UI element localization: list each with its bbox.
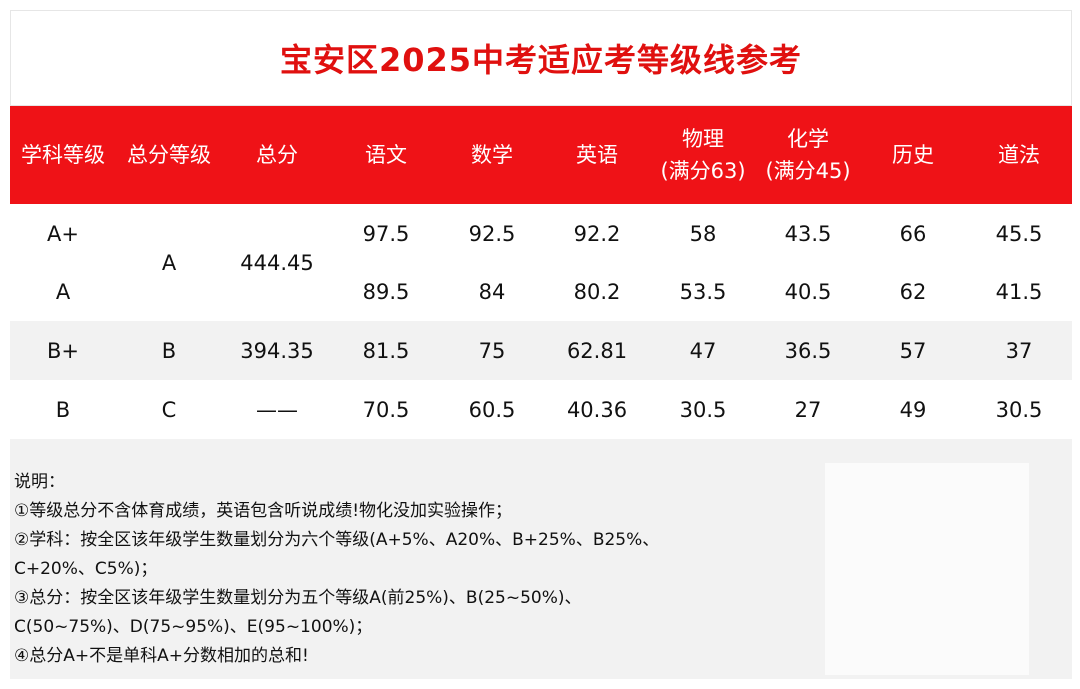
header-english: 英语 bbox=[576, 143, 618, 167]
note-line: ③总分：按全区该年级学生数量划分为五个等级A(前25%)、B(25~50%)、 bbox=[14, 588, 582, 608]
header-physics: 物理 (满分63) bbox=[660, 127, 746, 183]
table-header: 学科等级 总分等级 总分 语文 数学 英语 物理 (满分63) 化学 (满分45) … bbox=[10, 106, 1072, 204]
notes-heading: 说明： bbox=[14, 472, 65, 492]
cell-history: 66 bbox=[899, 221, 927, 246]
cell-history: 49 bbox=[899, 397, 927, 422]
header-chinese: 语文 bbox=[365, 143, 407, 167]
cell-total-level: A bbox=[161, 250, 177, 275]
table-row: B C —— 70.5 60.5 40.36 30.5 27 49 30.5 bbox=[10, 380, 1072, 439]
cell-math: 60.5 bbox=[468, 397, 516, 422]
cell-math: 92.5 bbox=[468, 221, 516, 246]
cell-subject-level: B bbox=[55, 397, 71, 422]
cell-total-level: B bbox=[161, 338, 177, 363]
cell-law: 37 bbox=[1005, 338, 1033, 363]
cell-chemistry: 43.5 bbox=[784, 221, 832, 246]
blurred-image-area bbox=[825, 463, 1029, 675]
cell-physics: 30.5 bbox=[679, 397, 727, 422]
header-law: 道法 bbox=[998, 143, 1040, 167]
cell-chemistry: 27 bbox=[794, 397, 822, 422]
cell-total: 394.35 bbox=[240, 338, 314, 363]
cell-law: 45.5 bbox=[995, 221, 1043, 246]
cell-english: 92.2 bbox=[573, 221, 621, 246]
cell-law: 30.5 bbox=[995, 397, 1043, 422]
cell-history: 62 bbox=[899, 279, 927, 304]
header-chemistry: 化学 (满分45) bbox=[765, 127, 851, 183]
cell-chinese: 70.5 bbox=[362, 397, 410, 422]
header-subject-level: 学科等级 bbox=[21, 143, 105, 167]
note-line: ②学科：按全区该年级学生数量划分为六个等级(A+5%、A20%、B+25%、B2… bbox=[14, 530, 660, 550]
header-total: 总分 bbox=[256, 143, 298, 167]
cell-chemistry: 36.5 bbox=[784, 338, 832, 363]
note-line: C(50~75%)、D(75~95%)、E(95~100%)； bbox=[14, 617, 373, 637]
title-bar: 宝安区2025中考适应考等级线参考 bbox=[10, 10, 1072, 106]
header-history: 历史 bbox=[892, 143, 934, 167]
notes-section: 说明： ①等级总分不含体育成绩，英语包含听说成绩!物化没加实验操作； ②学科：按… bbox=[10, 439, 1072, 679]
cell-chemistry: 40.5 bbox=[784, 279, 832, 304]
cell-subject-level: A+ bbox=[47, 221, 79, 246]
cell-law: 41.5 bbox=[995, 279, 1043, 304]
cell-physics: 53.5 bbox=[679, 279, 727, 304]
cell-history: 57 bbox=[899, 338, 927, 363]
cell-english: 62.81 bbox=[566, 338, 628, 363]
cell-physics: 47 bbox=[689, 338, 717, 363]
cell-total-level: C bbox=[161, 397, 177, 422]
cell-total: —— bbox=[256, 397, 298, 422]
note-line: C+20%、C5%)； bbox=[14, 559, 158, 579]
cell-subject-level: B+ bbox=[46, 338, 79, 363]
cell-chinese: 81.5 bbox=[362, 338, 410, 363]
cell-total: 444.45 bbox=[240, 250, 314, 275]
cell-math: 75 bbox=[478, 338, 506, 363]
cell-chinese: 89.5 bbox=[362, 279, 410, 304]
grade-line-card: 宝安区2025中考适应考等级线参考 学科等级 总分等级 总分 语文 数学 英语 … bbox=[10, 10, 1072, 679]
cell-physics: 58 bbox=[689, 221, 717, 246]
header-total-level: 总分等级 bbox=[127, 143, 211, 167]
table-row: B+ B 394.35 81.5 75 62.81 47 36.5 57 37 bbox=[10, 321, 1072, 380]
cell-english: 40.36 bbox=[566, 397, 628, 422]
cell-math: 84 bbox=[478, 279, 506, 304]
cell-chinese: 97.5 bbox=[362, 221, 410, 246]
table-row-group-a: A+ A A 444.45 97.5 92.5 92.2 58 43.5 66 … bbox=[10, 204, 1072, 321]
header-math: 数学 bbox=[471, 143, 513, 167]
cell-english: 80.2 bbox=[573, 279, 621, 304]
cell-subject-level: A bbox=[55, 279, 71, 304]
note-line: ①等级总分不含体育成绩，英语包含听说成绩!物化没加实验操作； bbox=[14, 501, 513, 521]
page-title: 宝安区2025中考适应考等级线参考 bbox=[279, 41, 803, 79]
note-line: ④总分A+不是单科A+分数相加的总和! bbox=[14, 646, 309, 666]
